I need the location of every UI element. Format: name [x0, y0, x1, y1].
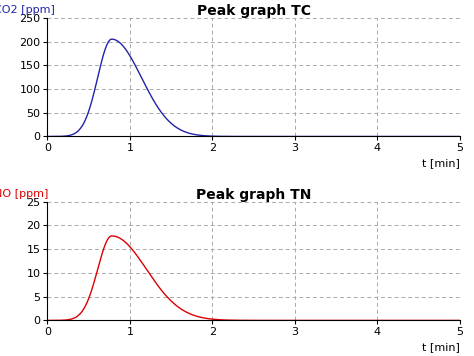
Text: CO2 [ppm]: CO2 [ppm]	[0, 5, 55, 15]
Text: t [min]: t [min]	[422, 342, 460, 352]
Text: NO [ppm]: NO [ppm]	[0, 189, 48, 199]
Title: Peak graph TN: Peak graph TN	[196, 188, 311, 202]
Text: t [min]: t [min]	[422, 158, 460, 168]
Title: Peak graph TC: Peak graph TC	[197, 4, 310, 18]
